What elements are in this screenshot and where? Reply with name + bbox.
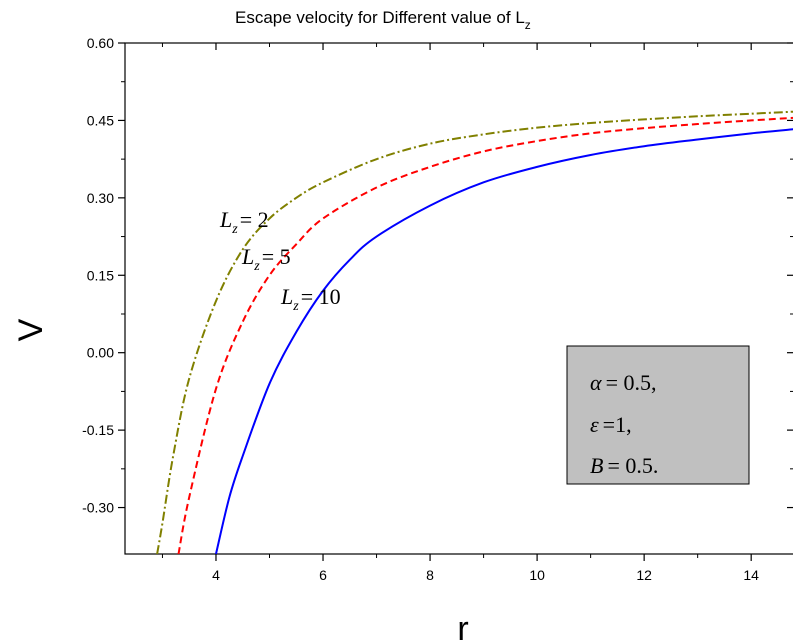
y-tick-label: -0.15 — [82, 422, 114, 438]
x-axis: 4 6 8 10 12 14 — [161, 43, 759, 583]
y-tick-label: -0.30 — [82, 500, 114, 516]
y-tick-label: 0.00 — [87, 345, 114, 361]
curve-label-lz2: Lz= 2 — [219, 207, 269, 237]
y-tick-label: 0.60 — [87, 35, 114, 51]
x-tick-label: 8 — [426, 567, 434, 583]
x-tick-label: 14 — [743, 567, 759, 583]
parameter-box: α = 0.5, ε =1, B = 0.5. — [566, 345, 750, 485]
chart-title-sub: z — [525, 18, 531, 32]
param-epsilon: ε =1, — [590, 412, 632, 437]
y-axis-label: V — [12, 318, 50, 341]
series-group — [156, 110, 793, 554]
param-alpha: α = 0.5, — [590, 370, 656, 395]
parameter-box-bg — [566, 345, 750, 485]
curve-label-lz10: Lz= 10 — [280, 284, 341, 314]
x-tick-label: 10 — [529, 567, 545, 583]
series-line-2 — [215, 128, 793, 554]
series-line-1 — [177, 116, 793, 554]
x-tick-label: 12 — [636, 567, 652, 583]
series-line-0 — [156, 110, 793, 554]
x-axis-label: r — [457, 610, 468, 642]
plot-frame — [124, 42, 793, 555]
y-tick-label: 0.45 — [87, 112, 114, 128]
y-tick-label: 0.30 — [87, 190, 114, 206]
chart-title-main: Escape velocity for Different value of L — [235, 8, 525, 27]
x-tick-label: 6 — [319, 567, 327, 583]
y-axis: -0.30 -0.15 0.00 0.15 0.30 0.45 0.60 — [82, 35, 793, 516]
curve-label-lz5: Lz= 5 — [241, 244, 291, 274]
chart-title: Escape velocity for Different value of L… — [235, 8, 531, 32]
param-b: B = 0.5. — [590, 453, 658, 478]
x-tick-label: 4 — [212, 567, 220, 583]
y-tick-label: 0.15 — [87, 267, 114, 283]
